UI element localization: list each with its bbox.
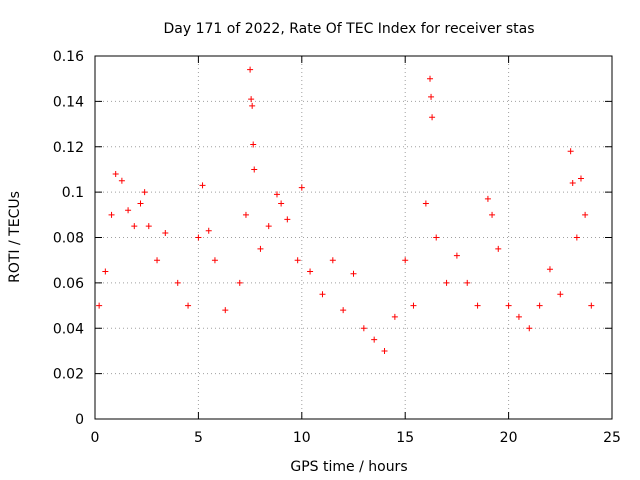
data-point	[360, 325, 367, 332]
data-point	[350, 270, 357, 277]
data-point	[141, 189, 148, 196]
data-point	[211, 257, 218, 264]
x-axis-label: GPS time / hours	[290, 459, 407, 475]
data-point	[248, 96, 255, 103]
data-point	[250, 141, 257, 148]
data-point	[484, 195, 491, 202]
data-point	[265, 223, 272, 230]
y-tick-label: 0.06	[53, 276, 84, 292]
data-point	[174, 279, 181, 286]
y-tick-label: 0.1	[62, 185, 84, 201]
data-point	[222, 307, 229, 314]
data-point	[495, 245, 502, 252]
data-point	[371, 336, 378, 343]
chart-title: Day 171 of 2022, Rate Of TEC Index for r…	[163, 21, 534, 37]
y-tick-label: 0.04	[53, 321, 84, 337]
y-tick-label: 0.14	[53, 94, 84, 110]
plot-frame	[94, 55, 613, 420]
data-point	[381, 347, 388, 354]
data-point	[391, 313, 398, 320]
data-point	[108, 211, 115, 218]
y-tick-label: 0.16	[53, 49, 84, 65]
y-tick-label: 0.08	[53, 231, 84, 247]
data-point	[145, 223, 152, 230]
data-point	[195, 234, 202, 241]
data-point	[205, 227, 212, 234]
data-point	[443, 279, 450, 286]
x-tick-label: 0	[91, 430, 100, 446]
data-point	[251, 166, 258, 173]
data-point	[162, 229, 169, 236]
y-axis-label: ROTI / TECUs	[7, 191, 23, 283]
data-point	[298, 184, 305, 191]
data-point	[278, 200, 285, 207]
data-point	[137, 200, 144, 207]
x-tick-label: 20	[500, 430, 518, 446]
data-point	[489, 211, 496, 218]
data-point	[340, 307, 347, 314]
grid-lines	[95, 56, 612, 419]
data-point	[185, 302, 192, 309]
data-point	[236, 279, 243, 286]
data-points	[96, 66, 595, 354]
data-point	[118, 177, 125, 184]
data-point	[567, 148, 574, 155]
x-tick-label: 10	[293, 430, 311, 446]
data-point	[427, 75, 434, 82]
data-point	[422, 200, 429, 207]
data-point	[112, 170, 119, 177]
data-point	[588, 302, 595, 309]
data-point	[526, 325, 533, 332]
data-point	[294, 257, 301, 264]
data-point	[515, 313, 522, 320]
data-point	[249, 102, 256, 109]
y-tick-label: 0	[75, 412, 84, 428]
data-point	[273, 191, 280, 198]
data-point	[573, 234, 580, 241]
data-point	[569, 180, 576, 187]
axis-ticks: 0 5 10 15 20 25 0 0.02 0.04 0.06 0.08 0.1 0.12 0.14 0.…	[53, 49, 621, 446]
data-point	[102, 268, 109, 275]
data-point	[433, 234, 440, 241]
data-point	[474, 302, 481, 309]
x-tick-label: 5	[194, 430, 203, 446]
data-point	[247, 66, 254, 73]
data-point	[402, 257, 409, 264]
data-point	[577, 175, 584, 182]
data-point	[257, 245, 264, 252]
data-point	[429, 114, 436, 121]
data-point	[242, 211, 249, 218]
data-point	[453, 252, 460, 259]
data-point	[557, 291, 564, 298]
data-point	[319, 291, 326, 298]
data-point	[199, 182, 206, 189]
data-point	[505, 302, 512, 309]
data-point	[131, 223, 138, 230]
x-tick-label: 25	[603, 430, 621, 446]
data-point	[536, 302, 543, 309]
data-point	[96, 302, 103, 309]
data-point	[464, 279, 471, 286]
data-point	[582, 211, 589, 218]
y-tick-label: 0.12	[53, 140, 84, 156]
data-point	[125, 207, 132, 214]
data-point	[410, 302, 417, 309]
data-point	[154, 257, 161, 264]
x-tick-label: 15	[396, 430, 414, 446]
y-tick-label: 0.02	[53, 367, 84, 383]
data-point	[546, 266, 553, 273]
data-point	[428, 93, 435, 100]
data-point	[284, 216, 291, 223]
data-point	[307, 268, 314, 275]
data-point	[329, 257, 336, 264]
